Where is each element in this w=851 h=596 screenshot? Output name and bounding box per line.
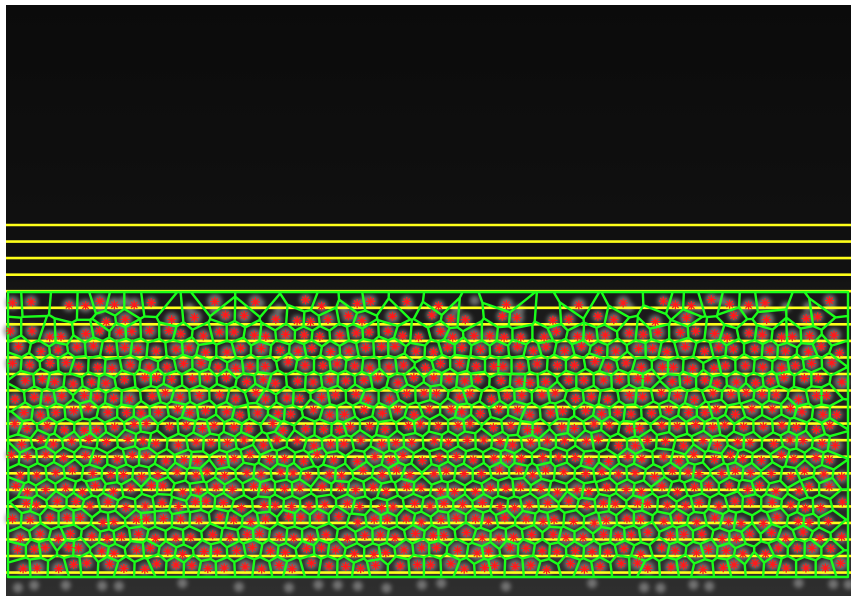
image (0, 0, 851, 596)
